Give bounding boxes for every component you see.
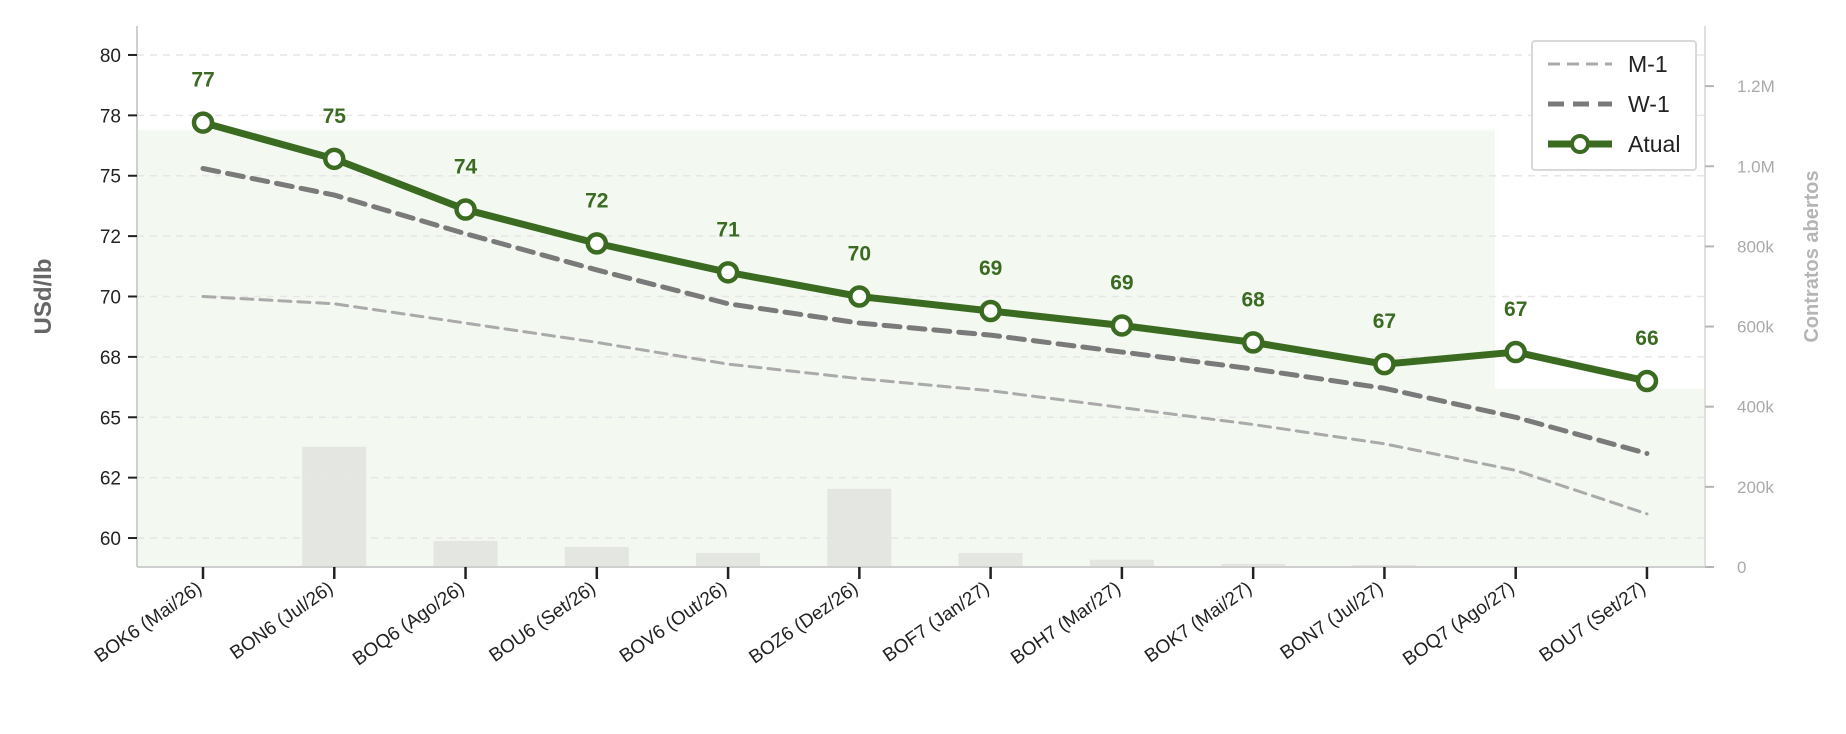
y2-tick-label: 0 (1737, 558, 1746, 577)
legend-marker (1570, 134, 1590, 154)
x-tick-label: BOK7 (Mai/27) (1141, 578, 1256, 667)
open-interest-bar (958, 552, 1023, 567)
x-tick-label: BOQ6 (Ago/26) (349, 578, 468, 670)
y-axis-title: USd/lb (30, 259, 57, 335)
y2-tick-label: 1.2M (1737, 77, 1775, 96)
open-interest-bars-layer (302, 446, 1417, 567)
y-tick-label: 62 (100, 469, 121, 490)
data-point-marker (1110, 314, 1134, 337)
x-tick-label: BOU6 (Set/26) (486, 578, 600, 667)
data-label: 70 (848, 243, 871, 266)
y-tick-label: 75 (100, 167, 121, 188)
legend: M-1 W-1 Atual (1531, 40, 1697, 171)
open-interest-bar (1352, 564, 1417, 567)
y2-tick-label: 600k (1737, 318, 1774, 337)
data-label: 67 (1373, 310, 1396, 333)
open-interest-bar (302, 446, 367, 567)
data-point-marker (191, 111, 215, 134)
y2-tick-label: 400k (1737, 398, 1774, 417)
x-tick-label: BOU7 (Set/27) (1536, 578, 1650, 667)
data-point-marker (716, 261, 740, 284)
y-tick-label: 70 (100, 288, 121, 309)
y-tick-label: 72 (100, 227, 121, 248)
y-tick-label: 80 (100, 46, 121, 67)
open-interest-area (137, 130, 1705, 567)
legend-label: Atual (1628, 131, 1680, 157)
data-point-marker (1373, 352, 1396, 376)
legend-label: W-1 (1628, 91, 1670, 117)
data-label: 75 (323, 105, 347, 128)
data-label: 71 (716, 218, 740, 241)
series-line-m-1 (201, 295, 1649, 516)
y-tick-label: 68 (100, 348, 121, 369)
data-label: 69 (1110, 271, 1133, 294)
open-interest-bar (827, 488, 892, 567)
data-point-marker (848, 285, 871, 308)
x-tick-label: BOH7 (Mar/27) (1007, 578, 1125, 669)
data-point-marker (1504, 340, 1527, 364)
open-interest-bar (696, 552, 761, 567)
data-label: 77 (191, 69, 214, 92)
x-tick-label: BOK6 (Mai/26) (91, 578, 206, 667)
legend-label: M-1 (1628, 51, 1668, 77)
data-point-marker (323, 147, 346, 171)
open-interest-bar (433, 540, 498, 567)
data-point-marker (1241, 331, 1265, 354)
y2-tick-label: 200k (1737, 478, 1774, 497)
x-tick-label: BON7 (Jul/27) (1277, 578, 1388, 664)
open-interest-bar (1089, 559, 1154, 567)
series-layer (191, 111, 1659, 516)
data-label: 68 (1241, 288, 1265, 311)
x-tick-label: BON6 (Jul/26) (226, 578, 337, 664)
y2-tick-label: 800k (1737, 237, 1774, 256)
data-label: 74 (454, 156, 478, 179)
data-point-marker (454, 198, 477, 221)
data-point-marker (1635, 369, 1659, 393)
open-interest-area-layer (137, 130, 1705, 567)
x-tick-label: BOF7 (Jan/27) (879, 578, 993, 667)
data-label: 66 (1635, 327, 1658, 350)
data-label: 67 (1504, 298, 1527, 321)
y2-tick-label: 1.0M (1737, 157, 1775, 176)
series-line-w-1 (200, 165, 1650, 456)
x-tick-label: BOV6 (Out/26) (616, 578, 731, 667)
y-tick-label: 60 (100, 529, 121, 550)
grid-layer (137, 54, 1705, 539)
y2-axis-title: Contratos abertos (1801, 170, 1823, 342)
x-tick-label: BOZ6 (Dez/26) (746, 578, 863, 668)
data-point-marker (979, 299, 1002, 323)
y-tick-label: 78 (100, 106, 121, 127)
series-line-atual (199, 119, 1651, 385)
open-interest-bar (564, 546, 629, 567)
data-label: 69 (979, 257, 1002, 280)
data-label: 72 (585, 189, 608, 212)
data-labels-layer: 77 75 74 72 71 70 69 69 68 67 67 66 (191, 69, 1658, 350)
open-interest-bar (1221, 563, 1286, 567)
x-tick-label: BOQ7 (Ago/27) (1399, 578, 1518, 670)
data-point-marker (585, 232, 609, 255)
y-tick-label: 65 (100, 408, 121, 429)
